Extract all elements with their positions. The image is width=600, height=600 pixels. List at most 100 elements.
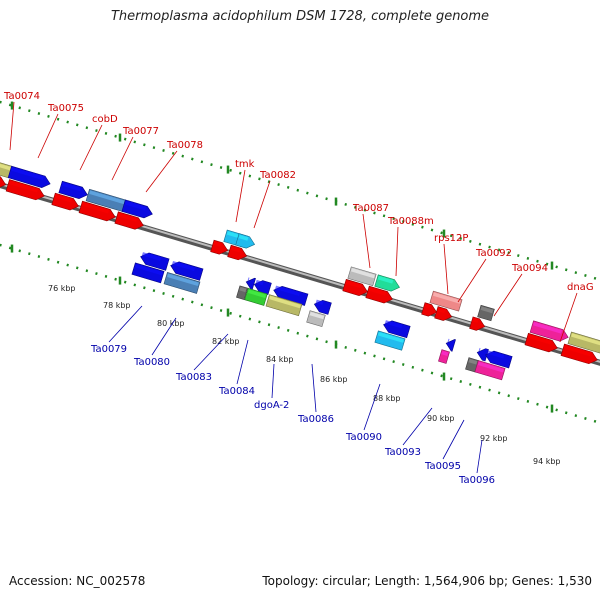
callout-line <box>402 407 433 446</box>
gene-Ta0088m <box>374 274 400 292</box>
kbp-label: 92 kbp <box>480 434 508 443</box>
accession-label: Accession: NC_002578 <box>9 574 146 588</box>
gene-Ta0092 <box>477 304 495 322</box>
gene-Ta0084 <box>244 287 268 306</box>
callout-line <box>395 226 399 277</box>
gene-Ta0080-a <box>170 261 204 281</box>
dotted-scale-tracks <box>0 100 600 425</box>
gene-Ta0084-b <box>273 285 309 306</box>
callout-line <box>193 333 229 371</box>
callout-line <box>235 169 246 223</box>
gene-red-10 <box>421 302 438 317</box>
callout-line <box>79 124 103 171</box>
genome-summary: Topology: circular; Length: 1,564,906 bp… <box>262 574 592 588</box>
gene-label-Ta0075: Ta0075 <box>47 103 84 114</box>
gene-red-6 <box>210 239 229 255</box>
gene-red-14 <box>560 343 598 365</box>
callout-line <box>443 243 449 295</box>
callout-line <box>311 363 317 413</box>
gene-tmk-b <box>235 233 256 249</box>
gene-label-Ta0077: Ta0077 <box>122 126 159 137</box>
gene-rps12P <box>429 290 463 312</box>
callout-line <box>271 363 275 399</box>
callout-line <box>236 339 249 385</box>
gene-red-3 <box>51 192 79 211</box>
gene-Ta0086 <box>306 310 326 328</box>
gene-label-Ta0083: Ta0083 <box>175 372 212 383</box>
gene-red-5 <box>114 211 144 230</box>
callout-line <box>493 273 523 317</box>
gene-label-Ta0087: Ta0087 <box>352 203 389 214</box>
gene-red-1 <box>0 174 7 189</box>
gene-label-Ta0082: Ta0082 <box>259 170 296 181</box>
gene-label-Ta0094: Ta0094 <box>511 263 548 274</box>
gene-label-Ta0088m: Ta0088m <box>387 216 434 227</box>
gene-red-9 <box>365 285 393 304</box>
gene-red-11 <box>434 306 453 321</box>
gene-label-tmk: tmk <box>235 159 255 170</box>
gene-red-13 <box>524 332 558 353</box>
gene-label-Ta0090: Ta0090 <box>345 432 382 443</box>
gene-label-Ta0078: Ta0078 <box>166 140 203 151</box>
gene-label-Ta0079: Ta0079 <box>90 344 127 355</box>
gene-Ta0090-a <box>383 320 411 339</box>
gene-label-rps12P: rps12P <box>434 233 468 244</box>
kbp-label: 84 kbp <box>266 355 294 364</box>
gene-label-dgoA-2: dgoA-2 <box>254 400 289 411</box>
callout-line <box>9 101 15 151</box>
gene-features <box>0 158 600 381</box>
kbp-label: 90 kbp <box>427 414 455 423</box>
gene-Ta0077 <box>121 199 153 219</box>
kbp-scale-labels: 76 kbp 78 kbp 80 kbp 82 kbp 84 kbp 86 kbp 88 k… <box>48 284 561 466</box>
gene-label-Ta0095: Ta0095 <box>424 461 461 472</box>
gene-dnaG <box>529 320 569 342</box>
callout-line <box>362 213 371 269</box>
gene-red-12 <box>469 316 486 331</box>
gene-label-Ta0092: Ta0092 <box>475 248 512 259</box>
kbp-label: 76 kbp <box>48 284 76 293</box>
gene-Ta0083 <box>245 277 256 291</box>
kbp-label: 94 kbp <box>533 457 561 466</box>
gene-Ta0093 <box>438 349 450 364</box>
gene-Ta0075 <box>58 180 88 199</box>
callout-line <box>37 113 59 159</box>
gene-Ta0083-b <box>236 285 248 300</box>
callout-line <box>559 292 578 343</box>
genome-title: Thermoplasma acidophilum DSM 1728, compl… <box>110 9 490 24</box>
gene-label-Ta0096: Ta0096 <box>458 475 495 486</box>
gene-label-Ta0086: Ta0086 <box>297 414 334 425</box>
gene-Ta0090 <box>374 330 406 351</box>
kbp-label: 78 kbp <box>103 301 131 310</box>
gene-red-2 <box>5 179 45 201</box>
callout-line <box>442 419 465 460</box>
gene-dgoA-2 <box>265 294 303 317</box>
gene-Ta0093-a <box>445 338 456 352</box>
callout-line <box>253 180 271 229</box>
gene-Ta0095 <box>485 350 513 369</box>
gene-Ta0096 <box>474 360 506 381</box>
gene-red-7 <box>227 244 248 261</box>
gene-Ta0079-b <box>131 262 165 284</box>
gene-red-8 <box>342 278 368 296</box>
callout-line <box>476 439 483 474</box>
gene-Ta0080 <box>163 271 201 294</box>
gene-label-cobD: cobD <box>92 114 118 125</box>
gene-Ta0079 <box>140 252 170 271</box>
kbp-label: 88 kbp <box>373 394 401 403</box>
callout-line <box>457 258 487 303</box>
gene-label-Ta0080: Ta0080 <box>133 357 170 368</box>
gene-label-callouts: Ta0074 Ta0075 cobD Ta0077 Ta0078 tmk Ta0082 Ta0… <box>3 91 594 486</box>
gene-label-Ta0084: Ta0084 <box>218 386 255 397</box>
gene-Ta0086-a <box>313 299 332 315</box>
gene-Ta0087 <box>347 266 377 287</box>
gene-Ta0074 <box>7 165 51 188</box>
gene-label-Ta0093: Ta0093 <box>384 447 421 458</box>
callout-line <box>108 305 143 343</box>
gene-dnaG-b <box>567 331 600 354</box>
gene-label-Ta0074: Ta0074 <box>3 91 40 102</box>
callout-line <box>363 383 381 431</box>
callout-line <box>145 150 178 193</box>
kbp-label: 82 kbp <box>212 337 240 346</box>
gene-Ta0084-a <box>253 279 272 296</box>
